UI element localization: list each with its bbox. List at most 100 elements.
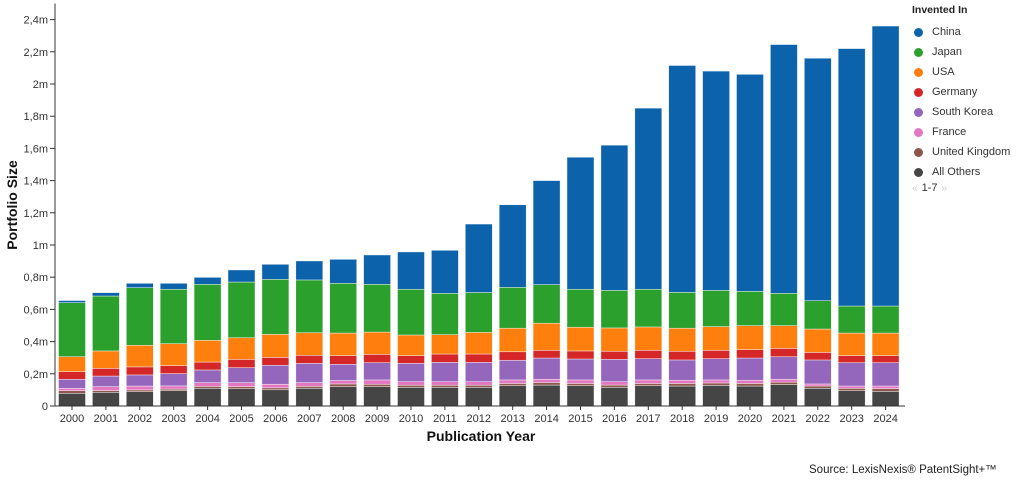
bar-segment-japan-2010[interactable] [397, 288, 425, 336]
bar-segment-usa-2016[interactable] [600, 327, 629, 352]
bar-segment-south-korea-2000[interactable] [58, 378, 86, 389]
bar-segment-usa-2019[interactable] [702, 326, 730, 351]
bar-segment-france-2002[interactable] [126, 385, 154, 391]
bar-segment-china-2020[interactable] [736, 74, 764, 292]
bar-segment-south-korea-2017[interactable] [634, 358, 663, 381]
bar-segment-united-kingdom-2010[interactable] [397, 384, 425, 388]
bar-segment-all-others-2009[interactable] [363, 386, 391, 407]
bar-segment-south-korea-2001[interactable] [92, 375, 120, 387]
legend-item-china[interactable]: China [912, 22, 1010, 42]
bar-segment-united-kingdom-2013[interactable] [498, 383, 527, 387]
bar-segment-united-kingdom-2016[interactable] [600, 384, 629, 388]
bar-segment-china-2002[interactable] [126, 283, 154, 288]
bar-segment-japan-2000[interactable] [58, 302, 86, 358]
bar-segment-china-2007[interactable] [295, 260, 324, 281]
bar-segment-japan-2001[interactable] [92, 295, 120, 352]
bar-segment-france-2012[interactable] [464, 381, 493, 386]
bar-segment-all-others-2013[interactable] [498, 385, 527, 407]
bar-segment-all-others-2022[interactable] [803, 387, 832, 407]
bar-segment-south-korea-2013[interactable] [498, 359, 527, 381]
bar-segment-south-korea-2023[interactable] [837, 362, 866, 387]
bar-segment-germany-2015[interactable] [566, 350, 595, 360]
bar-segment-china-2013[interactable] [498, 204, 527, 288]
bar-segment-france-2021[interactable] [770, 378, 798, 383]
bar-segment-japan-2008[interactable] [329, 283, 358, 334]
bar-segment-all-others-2015[interactable] [566, 385, 595, 407]
bar-segment-usa-2018[interactable] [668, 327, 697, 352]
bar-segment-japan-2011[interactable] [431, 292, 459, 335]
legend-item-united-kingdom[interactable]: United Kingdom [912, 142, 1010, 162]
bar-segment-japan-2013[interactable] [498, 287, 527, 329]
bar-segment-united-kingdom-2023[interactable] [837, 387, 866, 392]
bar-segment-all-others-2003[interactable] [159, 390, 188, 407]
bar-segment-usa-2000[interactable] [58, 356, 86, 373]
bar-segment-france-2011[interactable] [431, 381, 459, 386]
bar-segment-all-others-2010[interactable] [397, 387, 425, 407]
bar-segment-usa-2003[interactable] [159, 343, 188, 366]
bar-segment-united-kingdom-2011[interactable] [431, 384, 459, 388]
bar-segment-germany-2022[interactable] [803, 352, 832, 361]
bar-segment-south-korea-2004[interactable] [193, 369, 222, 383]
bar-segment-south-korea-2012[interactable] [464, 362, 493, 382]
bar-segment-japan-2007[interactable] [295, 279, 324, 334]
bar-segment-south-korea-2003[interactable] [159, 373, 188, 387]
bar-segment-france-2019[interactable] [702, 379, 730, 384]
bar-segment-france-2010[interactable] [397, 381, 425, 386]
bar-segment-japan-2018[interactable] [668, 292, 697, 329]
bar-segment-france-2001[interactable] [92, 386, 120, 391]
bar-segment-south-korea-2021[interactable] [770, 356, 798, 380]
bar-segment-usa-2020[interactable] [736, 325, 764, 350]
bar-segment-france-2007[interactable] [295, 382, 324, 387]
bar-segment-all-others-2016[interactable] [600, 387, 629, 407]
bar-segment-germany-2023[interactable] [837, 355, 866, 363]
bar-segment-all-others-2000[interactable] [58, 392, 86, 407]
bar-segment-south-korea-2005[interactable] [227, 367, 256, 383]
bar-segment-france-2016[interactable] [600, 381, 629, 386]
bar-segment-china-2001[interactable] [92, 292, 120, 297]
bar-segment-china-2017[interactable] [634, 107, 663, 290]
bar-segment-south-korea-2006[interactable] [261, 364, 290, 385]
bar-segment-china-2019[interactable] [702, 70, 730, 291]
bar-segment-china-2009[interactable] [363, 254, 391, 285]
bar-segment-japan-2023[interactable] [837, 305, 866, 334]
bar-segment-usa-2002[interactable] [126, 345, 154, 368]
bar-segment-united-kingdom-2008[interactable] [329, 383, 358, 387]
bar-segment-france-2006[interactable] [261, 383, 290, 389]
bar-segment-france-2018[interactable] [668, 379, 697, 384]
bar-segment-france-2024[interactable] [871, 385, 900, 389]
bar-segment-china-2024[interactable] [871, 25, 900, 307]
bar-segment-china-2022[interactable] [803, 57, 832, 302]
bar-segment-france-2004[interactable] [193, 382, 222, 387]
legend-item-japan[interactable]: Japan [912, 42, 1010, 62]
bar-segment-france-2017[interactable] [634, 379, 663, 384]
legend-item-all-others[interactable]: All Others [912, 162, 1010, 182]
bar-segment-japan-2014[interactable] [532, 284, 561, 324]
bar-segment-japan-2004[interactable] [193, 283, 222, 341]
bar-segment-south-korea-2015[interactable] [566, 358, 595, 381]
bar-segment-united-kingdom-2009[interactable] [363, 383, 391, 387]
bar-segment-japan-2009[interactable] [363, 283, 391, 333]
bar-segment-germany-2004[interactable] [193, 361, 222, 371]
bar-segment-japan-2006[interactable] [261, 278, 290, 335]
bar-segment-france-2022[interactable] [803, 383, 832, 387]
bar-segment-all-others-2008[interactable] [329, 386, 358, 407]
bar-segment-usa-2004[interactable] [193, 340, 222, 363]
bar-segment-germany-2013[interactable] [498, 351, 527, 361]
bar-segment-germany-2017[interactable] [634, 349, 663, 359]
bar-segment-france-2000[interactable] [58, 387, 86, 392]
bar-segment-all-others-2007[interactable] [295, 387, 324, 407]
bar-segment-japan-2005[interactable] [227, 281, 256, 339]
bar-segment-south-korea-2002[interactable] [126, 374, 154, 387]
bar-segment-germany-2018[interactable] [668, 350, 697, 361]
legend-item-usa[interactable]: USA [912, 62, 1010, 82]
bar-segment-usa-2021[interactable] [770, 325, 798, 349]
bar-segment-south-korea-2016[interactable] [600, 359, 629, 382]
bar-segment-france-2023[interactable] [837, 385, 866, 389]
bar-segment-germany-2008[interactable] [329, 355, 358, 365]
bar-segment-japan-2024[interactable] [871, 305, 900, 334]
bar-segment-all-others-2023[interactable] [837, 390, 866, 407]
bar-segment-china-2014[interactable] [532, 180, 561, 285]
bar-segment-china-2005[interactable] [227, 269, 256, 283]
bar-segment-japan-2020[interactable] [736, 291, 764, 326]
bar-segment-china-2000[interactable] [58, 300, 86, 303]
